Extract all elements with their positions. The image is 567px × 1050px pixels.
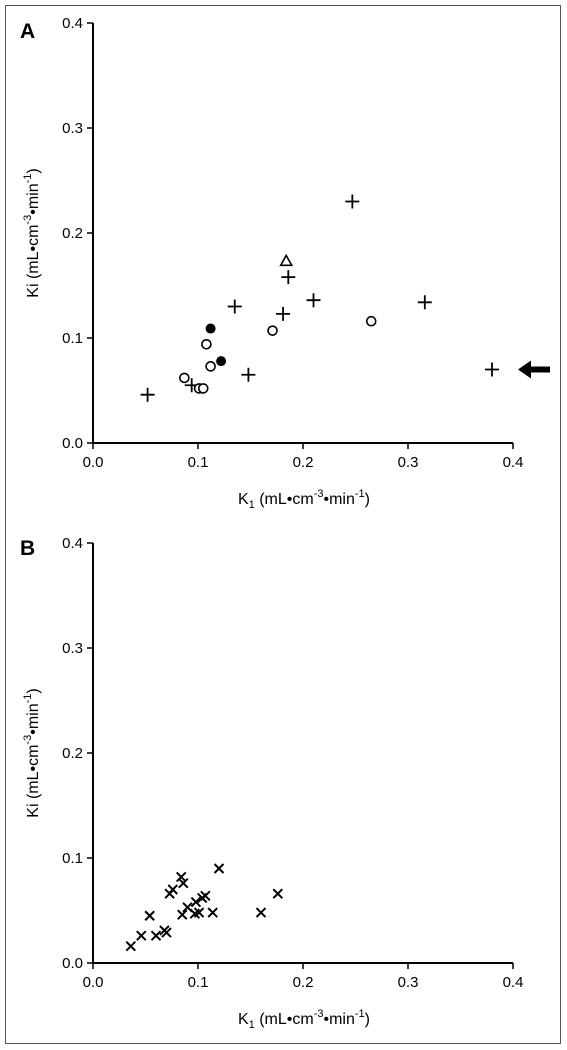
data-point-open-circle [179, 372, 190, 384]
y-tick-label: 0.1 [62, 330, 83, 347]
data-point-plus [281, 270, 296, 285]
x-tick-label: 0.2 [293, 454, 314, 471]
data-point-x [144, 910, 155, 921]
arrow-icon [518, 360, 550, 379]
y-tick-label: 0.2 [62, 745, 83, 762]
panel-a-points [140, 194, 499, 402]
data-point-plus [276, 306, 291, 321]
panel-letter-b: B [20, 537, 35, 560]
data-point-x [200, 890, 211, 902]
data-point-x [190, 896, 202, 908]
y-tick-label: 0.0 [62, 435, 83, 452]
panel-letter-a: A [20, 20, 35, 43]
data-point-open-circle [267, 325, 278, 336]
panel-b-ticks: 0.0 0.1 0.2 0.3 0.4 0.0 0.1 0.2 0.3 0.4 [62, 535, 523, 991]
data-point-x [207, 907, 218, 918]
data-point-plus [417, 295, 432, 310]
data-point-open-circle [201, 338, 212, 350]
data-point-filled-circle [205, 323, 216, 334]
data-point-plus [241, 367, 256, 382]
x-tick-label: 0.4 [503, 454, 524, 471]
data-point-open-circle [205, 361, 216, 372]
y-tick-label: 0.3 [62, 120, 83, 137]
panel-b-x-axis-label: K1 (mL•cm-3•min-1) [238, 1008, 370, 1031]
x-tick-label: 0.4 [503, 974, 524, 991]
data-point-x [150, 930, 162, 941]
data-point-x [193, 907, 205, 918]
panel-a-ticks: 0.0 0.1 0.2 0.3 0.4 0.0 0.1 0.2 0.3 0.4 [62, 15, 523, 471]
data-point-x [178, 877, 189, 889]
x-tick-label: 0.2 [293, 974, 314, 991]
y-tick-label: 0.0 [62, 955, 83, 972]
y-tick-label: 0.4 [62, 15, 83, 32]
data-point-x [167, 884, 179, 895]
panel-a-x-axis-label: K1 (mL•cm-3•min-1) [238, 488, 370, 511]
data-point-plus [485, 362, 499, 377]
data-point-open-circle [365, 315, 377, 327]
data-point-plus [345, 194, 360, 209]
data-point-open-circle [197, 383, 209, 394]
data-point-x [272, 888, 284, 899]
panel-a-annotations [518, 360, 550, 379]
x-tick-label: 0.1 [188, 974, 209, 991]
data-point-x [136, 930, 147, 941]
x-tick-label: 0.1 [188, 454, 209, 471]
x-tick-label: 0.0 [83, 454, 104, 471]
data-point-x [161, 927, 172, 938]
data-point-open-triangle [279, 253, 294, 267]
data-point-x [213, 863, 225, 874]
figure-frame [5, 5, 561, 1044]
x-tick-label: 0.3 [398, 974, 419, 991]
data-point-plus [227, 299, 242, 314]
data-point-plus [306, 293, 321, 308]
data-point-x [177, 909, 188, 920]
panel-b: B 0.0 0.1 0.2 0.3 0.4 0.0 0.1 0.2 0.3 0.4 K1 (mL•… [20, 535, 523, 1031]
data-point-x [175, 871, 187, 883]
data-point-plus [140, 387, 155, 402]
y-tick-label: 0.1 [62, 850, 83, 867]
panel-b-y-axis-label: Ki (mL•cm-3•min-1) [22, 688, 42, 817]
y-tick-label: 0.4 [62, 535, 83, 552]
data-point-x [125, 940, 137, 952]
data-point-x [255, 907, 267, 918]
panel-a: A 0.0 0.1 0.2 0.3 0.4 0.0 0.1 0.2 0.3 0.4 K1 (mL•… [20, 15, 550, 511]
panel-a-y-axis-label: Ki (mL•cm-3•min-1) [22, 168, 42, 297]
data-point-filled-circle [216, 356, 227, 367]
x-tick-label: 0.3 [398, 454, 419, 471]
x-tick-label: 0.0 [83, 974, 104, 991]
y-tick-label: 0.3 [62, 640, 83, 657]
panel-b-points [125, 863, 284, 952]
y-tick-label: 0.2 [62, 225, 83, 242]
